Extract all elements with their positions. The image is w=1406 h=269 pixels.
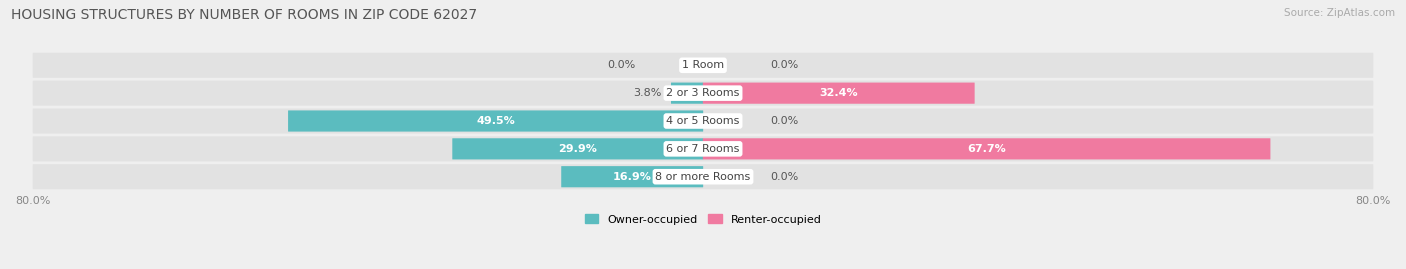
FancyBboxPatch shape [703,138,1271,160]
Text: 0.0%: 0.0% [770,172,799,182]
Text: 49.5%: 49.5% [477,116,515,126]
Text: HOUSING STRUCTURES BY NUMBER OF ROOMS IN ZIP CODE 62027: HOUSING STRUCTURES BY NUMBER OF ROOMS IN… [11,8,478,22]
Text: Source: ZipAtlas.com: Source: ZipAtlas.com [1284,8,1395,18]
FancyBboxPatch shape [32,81,1374,106]
FancyBboxPatch shape [32,164,1374,189]
FancyBboxPatch shape [453,138,703,160]
FancyBboxPatch shape [671,83,703,104]
Text: 3.8%: 3.8% [633,88,661,98]
FancyBboxPatch shape [32,53,1374,78]
Text: 2 or 3 Rooms: 2 or 3 Rooms [666,88,740,98]
FancyBboxPatch shape [288,110,703,132]
FancyBboxPatch shape [561,166,703,187]
FancyBboxPatch shape [32,108,1374,133]
Text: 6 or 7 Rooms: 6 or 7 Rooms [666,144,740,154]
Text: 0.0%: 0.0% [770,116,799,126]
Legend: Owner-occupied, Renter-occupied: Owner-occupied, Renter-occupied [581,210,825,229]
Text: 67.7%: 67.7% [967,144,1007,154]
Text: 0.0%: 0.0% [770,60,799,70]
Text: 1 Room: 1 Room [682,60,724,70]
Text: 32.4%: 32.4% [820,88,858,98]
FancyBboxPatch shape [32,136,1374,161]
Text: 4 or 5 Rooms: 4 or 5 Rooms [666,116,740,126]
Text: 0.0%: 0.0% [607,60,636,70]
Text: 8 or more Rooms: 8 or more Rooms [655,172,751,182]
Text: 16.9%: 16.9% [613,172,651,182]
FancyBboxPatch shape [703,83,974,104]
Text: 29.9%: 29.9% [558,144,598,154]
